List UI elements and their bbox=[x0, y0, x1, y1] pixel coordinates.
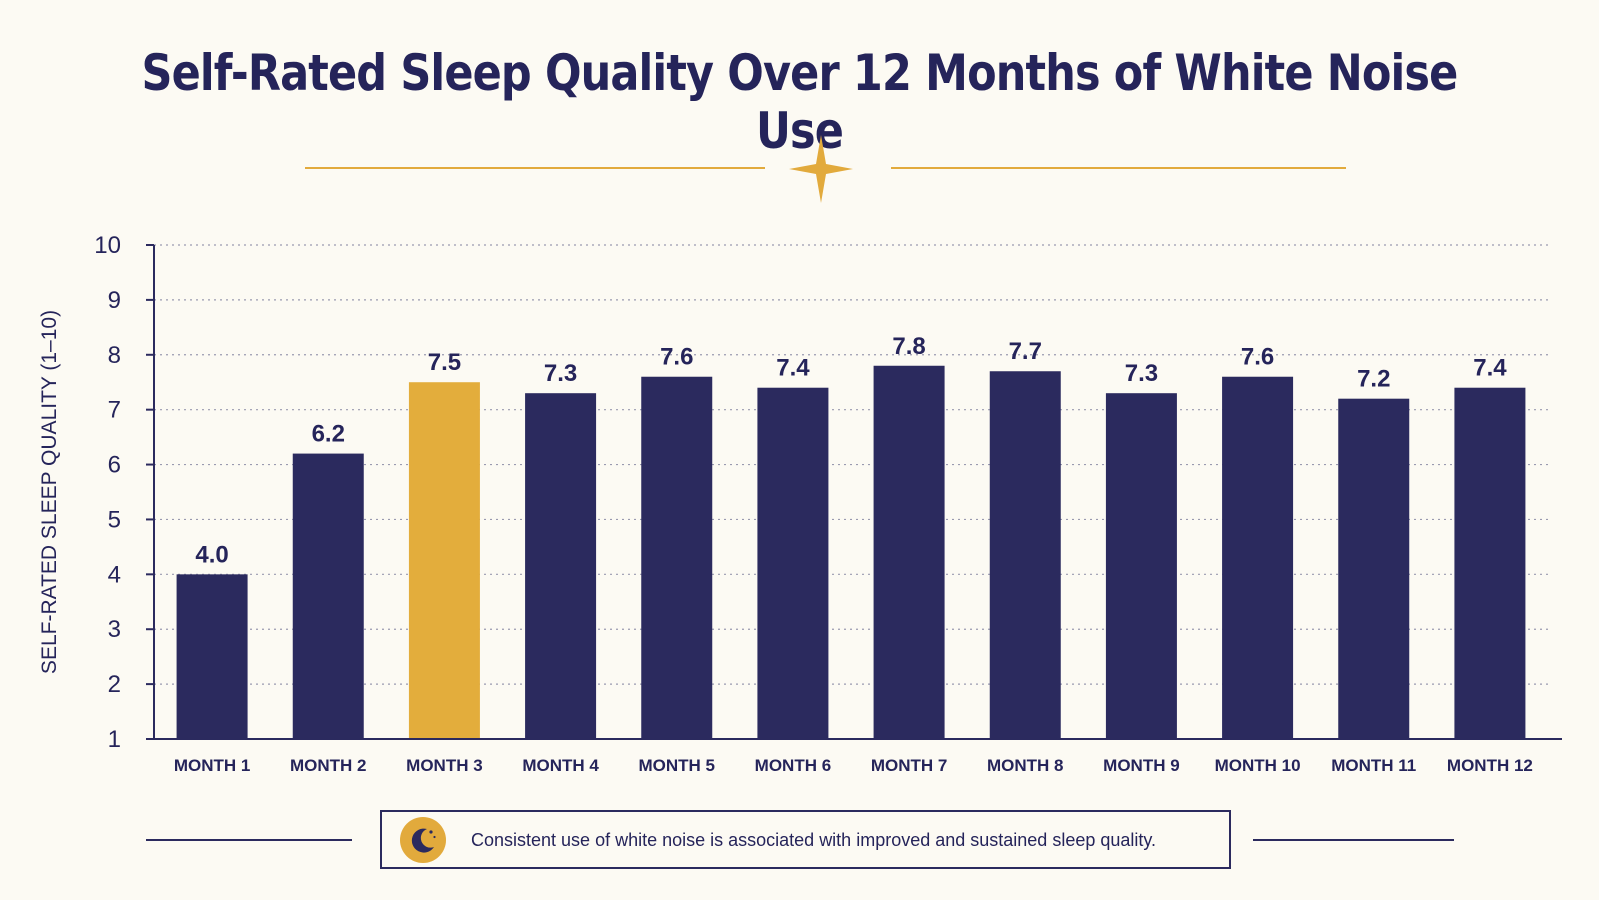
bar-month-2 bbox=[292, 453, 364, 739]
y-tick-label: 1 bbox=[108, 726, 121, 753]
four-point-star-icon bbox=[789, 135, 853, 203]
x-tick-label: MONTH 4 bbox=[522, 756, 599, 775]
bar-month-7 bbox=[873, 365, 945, 739]
insight-callout: Consistent use of white noise is associa… bbox=[380, 810, 1231, 869]
x-tick-label: MONTH 5 bbox=[639, 756, 716, 775]
callout-text: Consistent use of white noise is associa… bbox=[471, 830, 1157, 850]
bar-month-3 bbox=[408, 382, 480, 739]
x-tick-label: MONTH 7 bbox=[871, 756, 948, 775]
gridlines bbox=[154, 244, 1548, 685]
y-tick-label: 8 bbox=[108, 342, 121, 369]
callout-rule-right bbox=[1253, 839, 1454, 841]
callout-rule-left bbox=[146, 839, 352, 841]
bars bbox=[176, 365, 1526, 739]
y-tick-label: 6 bbox=[108, 452, 121, 479]
x-tick-label: MONTH 1 bbox=[174, 756, 251, 775]
y-tick-labels: 1 2 3 4 5 6 7 8 9 10 bbox=[94, 232, 121, 753]
data-label: 7.4 bbox=[776, 355, 810, 382]
bar-month-10 bbox=[1222, 376, 1294, 739]
x-tick-labels: MONTH 1 MONTH 2 MONTH 3 MONTH 4 MONTH 5 MONTH… bbox=[174, 756, 1533, 775]
data-label: 7.2 bbox=[1357, 366, 1390, 393]
x-tick-label: MONTH 11 bbox=[1331, 756, 1416, 775]
x-tick-label: MONTH 8 bbox=[987, 756, 1064, 775]
bar-month-9 bbox=[1105, 393, 1177, 739]
data-label: 7.4 bbox=[1473, 355, 1507, 382]
x-tick-label: MONTH 12 bbox=[1447, 756, 1533, 775]
y-tick-label: 3 bbox=[108, 616, 121, 643]
y-axis-label: SELF-RATED SLEEP QUALITY (1–10) bbox=[38, 310, 61, 674]
data-label: 7.5 bbox=[428, 349, 461, 376]
bar-month-11 bbox=[1338, 398, 1410, 739]
x-tick-label: MONTH 2 bbox=[290, 756, 367, 775]
data-label: 7.6 bbox=[1241, 344, 1274, 371]
data-label: 7.8 bbox=[892, 333, 925, 360]
y-tick-label: 9 bbox=[108, 287, 121, 314]
bar-month-6 bbox=[757, 387, 829, 739]
data-label: 4.0 bbox=[195, 541, 228, 568]
crescent-moon-icon bbox=[400, 817, 446, 863]
title-divider-right bbox=[891, 167, 1346, 169]
bar-month-5 bbox=[641, 376, 713, 739]
x-tick-label: MONTH 3 bbox=[406, 756, 483, 775]
bar-month-4 bbox=[525, 393, 597, 739]
data-label: 7.3 bbox=[1125, 360, 1158, 387]
bar-month-1 bbox=[176, 574, 248, 739]
y-tick-label: 5 bbox=[108, 506, 121, 533]
x-tick-label: MONTH 6 bbox=[755, 756, 832, 775]
bar-month-12 bbox=[1454, 387, 1526, 739]
data-label: 7.3 bbox=[544, 360, 577, 387]
title-divider-left bbox=[305, 167, 765, 169]
x-tick-label: MONTH 9 bbox=[1103, 756, 1180, 775]
chart-title: Self-Rated Sleep Quality Over 12 Months … bbox=[141, 44, 1459, 160]
sleep-quality-bar-chart: 4.0 6.2 7.5 7.3 7.6 7.4 7.8 7.7 7.3 7.6 7.2 7.4 1 2 3… bbox=[38, 232, 1562, 775]
x-tick-label: MONTH 10 bbox=[1215, 756, 1301, 775]
data-label: 7.6 bbox=[660, 344, 693, 371]
y-tick-label: 10 bbox=[94, 232, 121, 259]
bar-month-8 bbox=[989, 371, 1061, 739]
y-tick-label: 2 bbox=[108, 671, 121, 698]
data-label: 7.7 bbox=[1009, 338, 1042, 365]
data-label: 6.2 bbox=[312, 421, 345, 448]
y-tick-label: 7 bbox=[108, 397, 121, 424]
y-tick-label: 4 bbox=[108, 561, 121, 588]
data-labels: 4.0 6.2 7.5 7.3 7.6 7.4 7.8 7.7 7.3 7.6 7.2 7.4 bbox=[195, 333, 1507, 569]
axes bbox=[146, 244, 1562, 740]
